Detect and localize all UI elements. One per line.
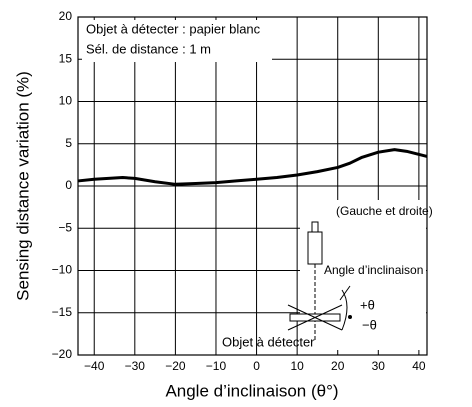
x-tick-label: −20: [165, 359, 186, 373]
x-axis-label: Angle d’inclinaison (θ°): [165, 381, 338, 400]
diagram-bg: [300, 200, 426, 350]
y-tick-label: −10: [52, 263, 73, 277]
legend-box: [82, 20, 272, 62]
x-tick-label: 30: [372, 359, 386, 373]
x-tick-label: −30: [125, 359, 146, 373]
y-tick-label: 20: [59, 9, 73, 23]
x-tick-label: 0: [253, 359, 260, 373]
y-tick-label: 10: [59, 94, 73, 108]
y-tick-label: −15: [52, 305, 73, 319]
x-tick-label: −40: [84, 359, 105, 373]
x-tick-label: 40: [412, 359, 426, 373]
y-axis-label: Sensing distance variation (%): [13, 71, 32, 301]
annotation: −θ: [362, 317, 377, 332]
sensor-cable: [311, 221, 319, 233]
y-tick-label: 0: [65, 178, 72, 192]
leader-line: [339, 285, 351, 301]
y-tick-label: −20: [52, 347, 73, 361]
x-tick-label: 10: [290, 359, 304, 373]
angle-arc: [341, 289, 348, 331]
annotation: Objet à détecter : papier blanc: [86, 21, 261, 36]
y-tick-label: 5: [65, 136, 72, 150]
x-tick-label: 20: [331, 359, 345, 373]
x-tick-label: −10: [206, 359, 227, 373]
pivot-dot: [348, 315, 352, 319]
annotation: Objet à détecter: [222, 334, 315, 349]
annotation: Sél. de distance : 1 m: [86, 41, 211, 56]
annotation: (Gauche et droite): [336, 204, 433, 218]
annotation: Angle d’inclinaison: [324, 263, 423, 277]
y-tick-label: −5: [58, 220, 72, 234]
data-line: [77, 148, 428, 186]
tilt-line: [287, 304, 343, 331]
sensor-icon: [307, 231, 323, 265]
y-tick-label: 15: [59, 51, 73, 65]
annotation: +θ: [360, 297, 375, 312]
